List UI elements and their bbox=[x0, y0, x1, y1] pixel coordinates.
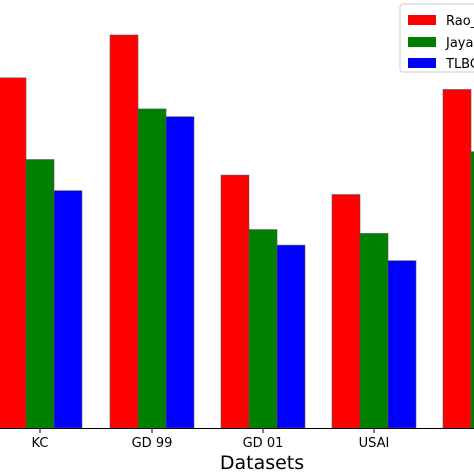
bar-jaya-0 bbox=[25, 159, 55, 429]
legend-swatch-tlbc bbox=[408, 58, 436, 68]
x-tick-label-3: USAI bbox=[359, 436, 390, 451]
x-tick-label-2: GD 01 bbox=[243, 436, 284, 451]
legend-label-tlbc: TLBC bbox=[445, 57, 474, 72]
legend-label-jaya: Jaya bbox=[445, 36, 473, 51]
plot-area: KC GD 99 GD 01 USAI bbox=[0, 34, 474, 451]
bar-tlbc-1 bbox=[165, 116, 195, 429]
bar-rao-0 bbox=[0, 77, 27, 429]
bar-rao-4 bbox=[442, 89, 472, 429]
bar-rao-3 bbox=[331, 194, 361, 429]
legend-swatch-rao bbox=[408, 15, 436, 25]
x-tick-label-0: KC bbox=[32, 436, 49, 451]
legend: Rao_ Jaya TLBC bbox=[399, 3, 474, 73]
bar-jaya-3 bbox=[359, 233, 389, 429]
bar-rao-2 bbox=[220, 174, 250, 429]
bar-jaya-4 bbox=[470, 151, 474, 429]
x-tick-label-1: GD 99 bbox=[132, 436, 173, 451]
bar-rao-1 bbox=[109, 34, 139, 429]
legend-swatch-jaya bbox=[408, 37, 436, 47]
bar-tlbc-2 bbox=[276, 244, 306, 429]
bar-jaya-2 bbox=[248, 229, 278, 429]
x-axis-title: Datasets bbox=[220, 452, 304, 474]
legend-label-rao: Rao_ bbox=[446, 14, 474, 29]
bar-jaya-1 bbox=[137, 108, 167, 429]
bar-tlbc-3 bbox=[387, 260, 417, 429]
bar-tlbc-0 bbox=[53, 190, 83, 429]
